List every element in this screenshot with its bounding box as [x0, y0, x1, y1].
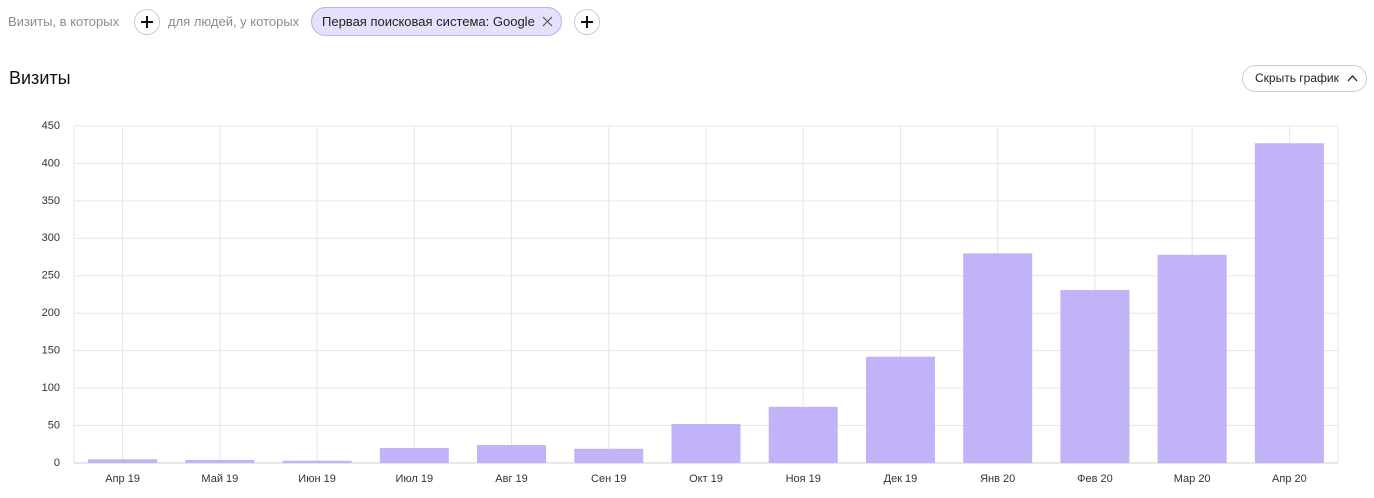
filter-label: Визиты, в которых — [8, 14, 120, 29]
bar — [1157, 254, 1227, 463]
bar — [88, 459, 158, 463]
y-tick-label: 400 — [42, 157, 60, 169]
y-tick-label: 100 — [42, 382, 60, 394]
button-text: Скрыть график — [1255, 71, 1339, 85]
remove-icon[interactable] — [542, 16, 553, 27]
x-tick-label: Апр 20 — [1272, 473, 1307, 485]
y-tick-label: 200 — [42, 307, 60, 319]
bar — [768, 406, 838, 463]
y-tick-label: 0 — [54, 457, 60, 469]
x-tick-label: Янв 20 — [980, 473, 1015, 485]
chip-text: Первая поисковая система: Google — [322, 14, 535, 29]
y-tick-label: 450 — [42, 120, 60, 132]
x-tick-label: Дек 19 — [884, 473, 918, 485]
bar — [282, 460, 352, 463]
section-title: Визиты — [9, 68, 71, 88]
bar — [185, 460, 255, 463]
filter-chip[interactable]: Первая поисковая система: Google — [311, 7, 562, 36]
bar — [671, 424, 741, 463]
x-tick-label: Апр 19 — [105, 473, 140, 485]
bar — [963, 253, 1033, 463]
bar — [574, 448, 644, 463]
plus-icon — [581, 16, 593, 28]
x-tick-label: Май 19 — [201, 473, 238, 485]
x-tick-label: Авг 19 — [495, 473, 527, 485]
y-tick-label: 250 — [42, 270, 60, 282]
plus-icon — [141, 16, 153, 28]
filter-label: для людей, у которых — [168, 14, 300, 29]
bar — [477, 445, 547, 463]
bar — [1254, 143, 1324, 464]
x-tick-label: Сен 19 — [591, 473, 626, 485]
bar — [865, 356, 935, 463]
x-tick-label: Июл 19 — [395, 473, 433, 485]
x-tick-label: Ноя 19 — [786, 473, 821, 485]
y-tick-label: 300 — [42, 232, 60, 244]
y-tick-label: 350 — [42, 195, 60, 207]
bar — [379, 448, 449, 463]
x-tick-label: Мар 20 — [1174, 473, 1211, 485]
hide-chart-button[interactable]: Скрыть график — [1242, 65, 1367, 92]
x-tick-label: Окт 19 — [689, 473, 723, 485]
x-tick-label: Июн 19 — [298, 473, 336, 485]
add-visit-filter[interactable] — [134, 9, 160, 35]
bar — [1060, 290, 1130, 463]
y-tick-label: 50 — [48, 419, 60, 431]
add-people-filter[interactable] — [574, 9, 600, 35]
x-tick-label: Фев 20 — [1077, 473, 1113, 485]
y-tick-label: 150 — [42, 345, 60, 357]
chevron-icon — [1347, 75, 1358, 82]
